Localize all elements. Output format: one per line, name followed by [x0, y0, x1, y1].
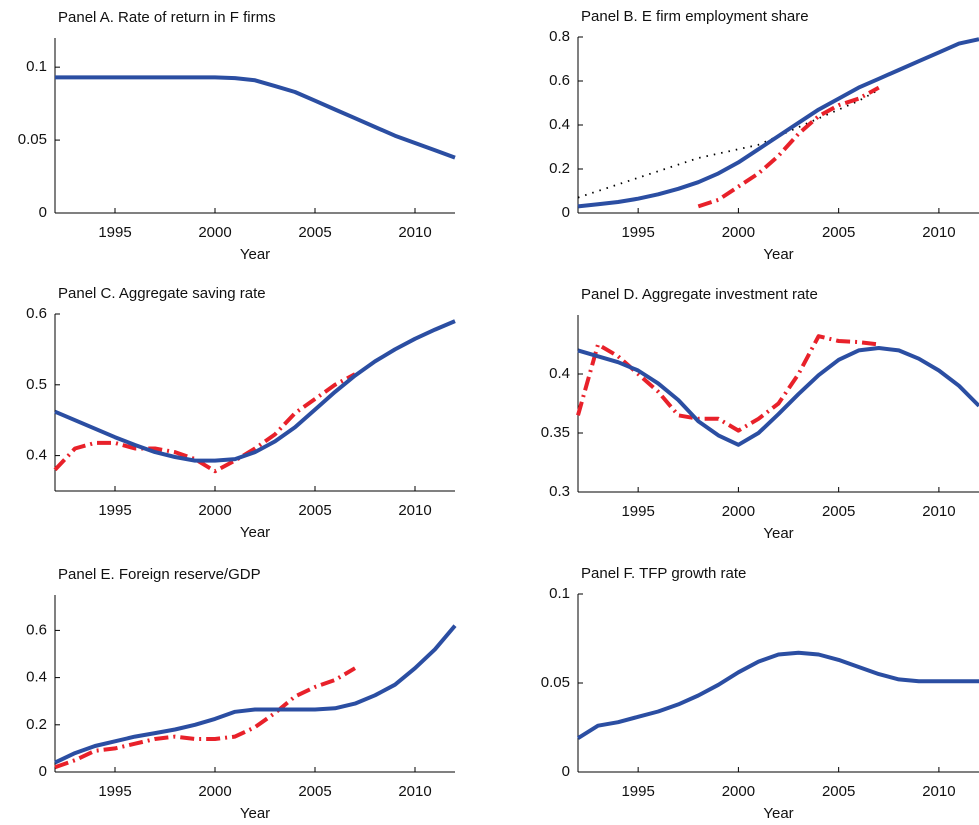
y-tick-label: 0.2 [26, 716, 47, 733]
y-tick-label: 0 [562, 763, 570, 780]
x-tick-label: 1995 [98, 224, 131, 241]
x-tick-label: 2000 [198, 783, 231, 800]
panel: Panel D. Aggregate investment rate 0.3 0.3… [541, 286, 979, 542]
series-line [54, 319, 456, 463]
panel-title: Panel A. Rate of return in F firms [58, 9, 276, 26]
x-tick-label: 2000 [198, 502, 231, 519]
y-tick-label: 0.3 [549, 483, 570, 500]
x-tick-label: 2005 [822, 224, 855, 241]
panel: Panel E. Foreign reserve/GDP 0 0.2 0.4 0.6 19… [26, 566, 457, 822]
panel-title: Panel F. TFP growth rate [581, 565, 746, 582]
x-tick-label: 2005 [298, 783, 331, 800]
y-tick-label: 0.6 [549, 72, 570, 89]
x-tick-label: 2005 [822, 503, 855, 520]
x-tick-label: 2010 [398, 783, 431, 800]
series-line [577, 37, 979, 209]
panel-title: Panel D. Aggregate investment rate [581, 286, 818, 303]
panel: Panel C. Aggregate saving rate 0.4 0.5 0.6 1… [26, 285, 456, 541]
series-line [576, 334, 880, 433]
x-axis-label: Year [240, 805, 270, 822]
y-tick-label: 0.8 [549, 28, 570, 45]
y-tick-label: 0.5 [26, 376, 47, 393]
series-line [697, 85, 880, 209]
series-line [576, 650, 979, 740]
y-tick-label: 0 [39, 763, 47, 780]
y-tick-label: 0 [39, 204, 47, 221]
x-tick-label: 1995 [621, 224, 654, 241]
series-line [53, 372, 356, 474]
x-axis-label: Year [240, 246, 270, 263]
x-tick-label: 2010 [922, 224, 955, 241]
x-tick-label: 1995 [621, 503, 654, 520]
x-tick-label: 1995 [621, 783, 654, 800]
y-tick-label: 0.4 [549, 116, 570, 133]
x-tick-label: 2000 [722, 503, 755, 520]
panel: Panel A. Rate of return in F firms 0 0.05 0… [18, 9, 456, 263]
x-tick-label: 1995 [98, 502, 131, 519]
panel: Panel F. TFP growth rate 0 0.05 0.1 1995 2000… [541, 565, 979, 822]
x-axis-label: Year [763, 246, 793, 263]
panel-title: Panel C. Aggregate saving rate [58, 285, 266, 302]
panel-title: Panel B. E firm employment share [581, 8, 809, 25]
panel-title: Panel E. Foreign reserve/GDP [58, 566, 261, 583]
y-tick-label: 0.1 [26, 58, 47, 75]
x-tick-label: 2005 [822, 783, 855, 800]
y-tick-label: 0 [562, 204, 570, 221]
x-tick-label: 2005 [298, 224, 331, 241]
x-tick-label: 2010 [398, 502, 431, 519]
panel: Panel B. E firm employment share 0 0.2 0.4 0… [549, 8, 979, 263]
x-tick-label: 2000 [198, 224, 231, 241]
series-line [55, 75, 456, 160]
series-line [54, 624, 457, 765]
x-tick-label: 2000 [722, 224, 755, 241]
y-tick-label: 0.4 [26, 669, 47, 686]
y-tick-label: 0.05 [18, 131, 47, 148]
series-line [54, 666, 357, 770]
series-line [577, 346, 979, 447]
y-tick-label: 0.05 [541, 674, 570, 691]
x-axis-label: Year [763, 805, 793, 822]
x-tick-label: 2010 [398, 224, 431, 241]
x-tick-label: 2010 [922, 503, 955, 520]
x-axis-label: Year [763, 525, 793, 542]
x-axis-label: Year [240, 524, 270, 541]
y-tick-label: 0.35 [541, 424, 570, 441]
y-tick-label: 0.1 [549, 585, 570, 602]
x-tick-label: 1995 [98, 783, 131, 800]
series-line [577, 89, 880, 199]
y-tick-label: 0.4 [26, 447, 47, 464]
y-tick-label: 0.2 [549, 160, 570, 177]
x-tick-label: 2005 [298, 502, 331, 519]
x-tick-label: 2010 [922, 783, 955, 800]
x-tick-label: 2000 [722, 783, 755, 800]
y-tick-label: 0.6 [26, 305, 47, 322]
y-tick-label: 0.4 [549, 365, 570, 382]
y-tick-label: 0.6 [26, 621, 47, 638]
